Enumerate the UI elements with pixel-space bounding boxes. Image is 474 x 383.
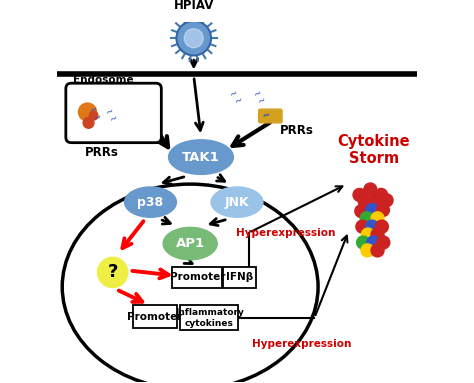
Circle shape <box>365 204 379 216</box>
Circle shape <box>369 194 382 207</box>
Circle shape <box>375 220 388 233</box>
FancyBboxPatch shape <box>133 305 177 328</box>
Circle shape <box>358 196 372 209</box>
Circle shape <box>371 228 384 241</box>
Circle shape <box>355 205 368 218</box>
Circle shape <box>374 188 388 201</box>
Text: TAK1: TAK1 <box>182 151 220 164</box>
Circle shape <box>361 244 374 257</box>
Circle shape <box>83 118 94 128</box>
Text: IFNβ: IFNβ <box>226 272 253 282</box>
Circle shape <box>364 183 377 196</box>
Circle shape <box>361 228 374 241</box>
Text: Promoter: Promoter <box>170 272 225 282</box>
Circle shape <box>376 204 390 216</box>
FancyBboxPatch shape <box>180 305 238 331</box>
Ellipse shape <box>169 140 233 174</box>
Text: Inflammatory
cytokines: Inflammatory cytokines <box>174 308 244 327</box>
Text: Hyperexpression: Hyperexpression <box>252 339 352 349</box>
Text: Promoter: Promoter <box>128 311 182 322</box>
Text: PRRs: PRRs <box>280 124 314 137</box>
Circle shape <box>176 21 211 56</box>
Circle shape <box>98 257 128 288</box>
Text: ~
~: ~ ~ <box>229 88 245 108</box>
Circle shape <box>360 212 373 225</box>
Text: p38: p38 <box>137 196 164 209</box>
Text: ~
~: ~ ~ <box>88 104 105 124</box>
Circle shape <box>356 220 369 233</box>
Text: ?: ? <box>108 264 118 282</box>
Text: HPIAV: HPIAV <box>173 0 214 12</box>
Ellipse shape <box>163 228 217 260</box>
Circle shape <box>89 111 98 120</box>
Text: Hyperexpression: Hyperexpression <box>236 228 335 238</box>
Circle shape <box>78 103 97 121</box>
Circle shape <box>377 236 390 249</box>
Text: ~
~: ~ ~ <box>252 88 269 108</box>
Text: AP1: AP1 <box>175 237 205 250</box>
Ellipse shape <box>211 187 263 217</box>
Text: PRRs: PRRs <box>85 146 119 159</box>
Circle shape <box>353 188 366 201</box>
Circle shape <box>367 236 380 249</box>
Text: Endosome: Endosome <box>73 75 134 85</box>
FancyBboxPatch shape <box>66 83 161 143</box>
Text: ~: ~ <box>261 109 272 121</box>
Text: JNK: JNK <box>225 196 249 209</box>
Text: ~
~: ~ ~ <box>105 106 121 126</box>
FancyBboxPatch shape <box>173 267 222 288</box>
Circle shape <box>371 212 384 225</box>
Circle shape <box>184 29 203 47</box>
Circle shape <box>371 244 384 257</box>
Circle shape <box>365 220 379 233</box>
Text: Cytokine
Storm: Cytokine Storm <box>337 134 410 166</box>
FancyBboxPatch shape <box>259 109 282 123</box>
Circle shape <box>380 194 393 207</box>
Ellipse shape <box>125 187 176 217</box>
Circle shape <box>356 236 370 249</box>
FancyBboxPatch shape <box>223 267 256 288</box>
